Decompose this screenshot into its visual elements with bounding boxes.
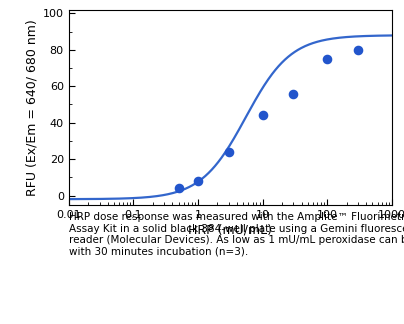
- Point: [195, 179, 201, 184]
- Point: [259, 113, 266, 118]
- Point: [290, 91, 297, 96]
- Point: [225, 149, 232, 155]
- X-axis label: HRP (mU/mL): HRP (mU/mL): [188, 224, 272, 237]
- Point: [355, 47, 361, 52]
- Y-axis label: RFU (Ex/Em = 640/ 680 nm): RFU (Ex/Em = 640/ 680 nm): [25, 19, 39, 196]
- Point: [324, 56, 330, 62]
- Point: [175, 186, 182, 191]
- Text: HRP dose response was measured with the Amplite™ Fluorimetric Peroxidase
Assay K: HRP dose response was measured with the …: [69, 212, 404, 257]
